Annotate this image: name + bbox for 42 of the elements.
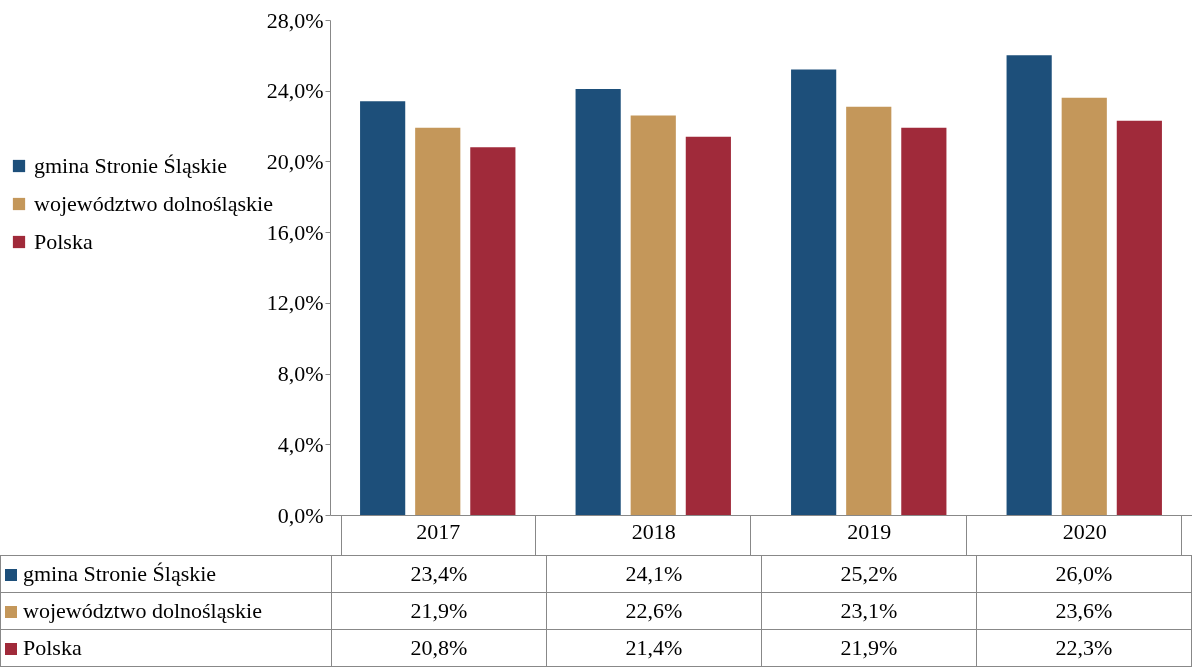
y-tick-label: 28,0%: [266, 7, 324, 33]
bar: [901, 127, 947, 515]
text: gmina Stronie Śląskie: [23, 561, 217, 586]
data-label: 23,4%: [331, 555, 547, 593]
bar: [360, 101, 406, 515]
bar: [470, 147, 516, 515]
legend-label: Polska: [34, 229, 93, 254]
text: województwo dolnośląskie: [23, 598, 262, 623]
x-tick-label: 2019: [847, 518, 892, 544]
y-tick-label: 16,0%: [266, 219, 324, 245]
text: Polska: [23, 635, 82, 660]
bar: [1116, 120, 1162, 515]
x-tick-label: 2017: [416, 518, 461, 544]
legend-label: gmina Stronie Śląskie: [34, 153, 228, 178]
data-label: 22,3%: [976, 629, 1192, 667]
bar: [685, 136, 731, 515]
legend-label: województwo dolnośląskie: [34, 191, 273, 216]
data-label: 22,6%: [546, 592, 762, 630]
y-tick-label: 12,0%: [266, 290, 324, 316]
y-tick-label: 8,0%: [277, 361, 324, 387]
data-label: 21,9%: [331, 592, 547, 630]
data-label: 21,4%: [546, 629, 762, 667]
data-label: 24,1%: [546, 555, 762, 593]
x-tick-label: 2018: [631, 518, 676, 544]
data-label: 23,6%: [976, 592, 1192, 630]
bar: [1061, 97, 1107, 515]
bar: [846, 106, 892, 515]
y-tick-label: 20,0%: [266, 148, 324, 174]
data-label: 20,8%: [331, 629, 547, 667]
bar: [575, 88, 621, 515]
data-label: 21,9%: [761, 629, 977, 667]
bar: [791, 69, 837, 515]
y-tick-label: 4,0%: [277, 431, 324, 457]
x-tick-label: 2020: [1062, 518, 1107, 544]
bar: [415, 127, 461, 515]
y-tick-label: 0,0%: [277, 502, 324, 528]
data-label: 23,1%: [761, 592, 977, 630]
data-label: 25,2%: [761, 555, 977, 593]
y-tick-label: 24,0%: [266, 78, 324, 104]
data-label: 26,0%: [976, 555, 1192, 593]
bar: [1006, 55, 1052, 515]
bar: [630, 115, 676, 515]
